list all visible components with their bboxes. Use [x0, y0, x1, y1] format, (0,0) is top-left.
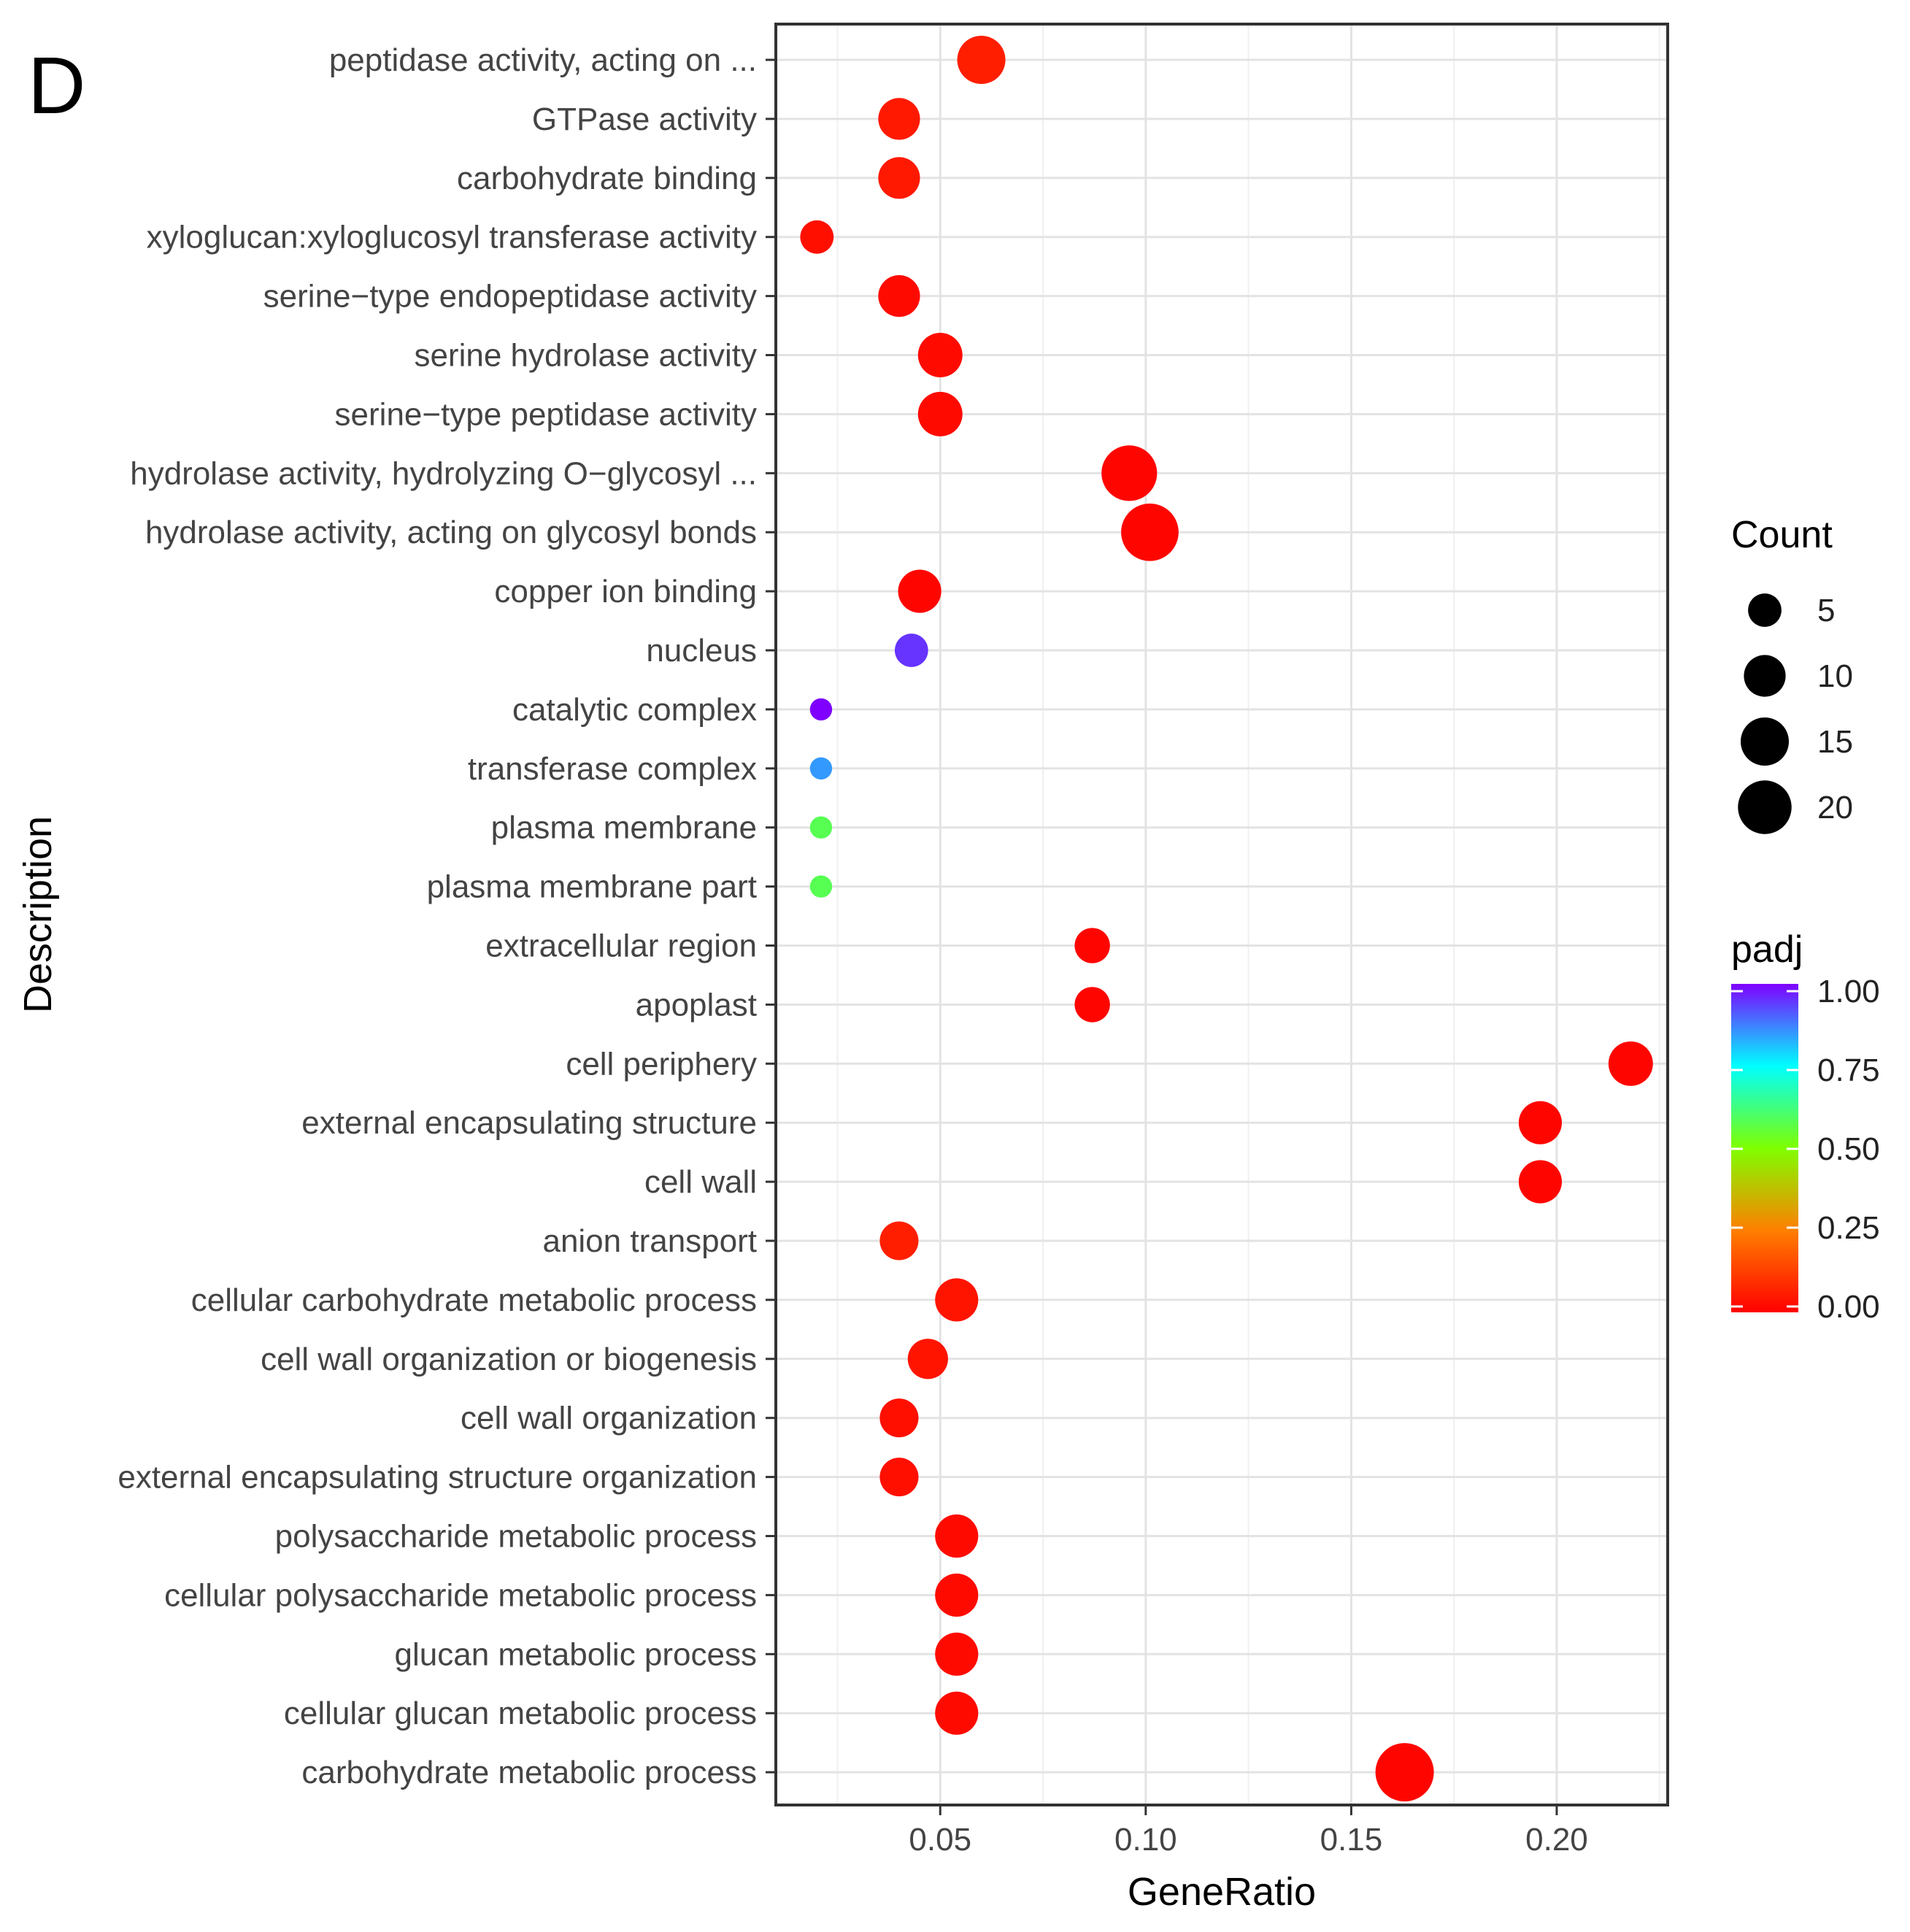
data-point: [878, 274, 920, 317]
y-tick-label: cellular carbohydrate metabolic process: [191, 1282, 757, 1318]
data-point: [800, 220, 834, 254]
y-tick-label: cellular glucan metabolic process: [284, 1696, 757, 1731]
x-tick-label: 0.05: [909, 1822, 971, 1858]
data-point: [917, 333, 963, 377]
y-tick-label: plasma membrane: [491, 810, 757, 846]
x-tick-marks: [939, 1805, 1558, 1815]
y-tick-labels: peptidase activity, acting on ... GTPase …: [118, 42, 757, 1790]
count-legend: Count 5 10 15 20: [1731, 514, 1853, 834]
data-point: [878, 157, 920, 199]
data-point: [1101, 445, 1158, 501]
data-point: [879, 1221, 919, 1261]
data-point: [917, 391, 963, 436]
padj-legend-label: 0.00: [1817, 1289, 1880, 1325]
data-point: [809, 698, 833, 721]
count-legend-label: 5: [1817, 593, 1835, 628]
y-tick-label: polysaccharide metabolic process: [275, 1519, 757, 1555]
y-tick-label: external encapsulating structure organiz…: [118, 1460, 757, 1496]
data-point: [879, 1458, 919, 1497]
grid-lines: [776, 24, 1668, 1805]
y-tick-label: plasma membrane part: [427, 869, 757, 905]
y-tick-label: xyloglucan:xyloglucosyl transferase acti…: [147, 220, 757, 255]
data-point: [809, 875, 833, 898]
data-points: [800, 35, 1653, 1802]
y-tick-label: serine−type endopeptidase activity: [263, 279, 757, 315]
y-tick-label: anion transport: [542, 1223, 757, 1259]
data-point: [809, 757, 833, 780]
padj-legend: padj 1.00 0.75 0.50 0.25 0.00: [1731, 928, 1880, 1325]
y-tick-label: serine−type peptidase activity: [335, 396, 757, 432]
y-tick-label: serine hydrolase activity: [414, 338, 757, 374]
y-tick-label: apoplast: [636, 987, 757, 1023]
y-tick-label: glucan metabolic process: [395, 1636, 757, 1672]
padj-legend-label: 0.25: [1817, 1210, 1880, 1246]
data-point: [1608, 1041, 1653, 1086]
data-point: [1074, 928, 1110, 963]
data-point: [935, 1691, 979, 1735]
data-point: [1518, 1160, 1562, 1204]
count-legend-key: [1738, 780, 1792, 834]
data-point: [809, 816, 833, 839]
count-legend-label: 10: [1817, 658, 1853, 694]
data-point: [1518, 1101, 1562, 1144]
data-point: [1074, 987, 1110, 1023]
count-legend-label: 20: [1817, 790, 1853, 825]
x-axis-title: GeneRatio: [1128, 1870, 1316, 1914]
x-tick-label: 0.10: [1114, 1822, 1177, 1858]
data-point: [957, 35, 1006, 85]
count-legend-key: [1740, 717, 1790, 766]
padj-legend-title: padj: [1731, 928, 1803, 971]
y-tick-label: extracellular region: [485, 928, 757, 964]
y-tick-label: GTPase activity: [532, 101, 757, 137]
y-tick-label: copper ion binding: [494, 574, 757, 609]
data-point: [935, 1573, 979, 1617]
x-tick-label: 0.20: [1525, 1822, 1588, 1858]
y-tick-marks: [766, 58, 776, 1774]
data-point: [879, 1398, 919, 1438]
y-tick-label: cell periphery: [566, 1046, 757, 1082]
y-tick-label: hydrolase activity, hydrolyzing O−glycos…: [130, 455, 757, 491]
data-point: [1121, 503, 1179, 561]
count-legend-key: [1748, 593, 1782, 627]
data-point: [894, 634, 928, 667]
y-axis-title: Description: [16, 816, 60, 1013]
padj-legend-label: 0.75: [1817, 1052, 1880, 1088]
data-point: [935, 1632, 979, 1676]
data-point: [1375, 1743, 1434, 1802]
x-tick-labels: 0.05 0.10 0.15 0.20: [909, 1822, 1587, 1858]
panel-letter: D: [28, 41, 85, 131]
x-tick-label: 0.15: [1320, 1822, 1383, 1858]
y-tick-label: nucleus: [646, 633, 757, 669]
y-tick-label: cellular polysaccharide metabolic proces…: [164, 1577, 757, 1613]
data-point: [898, 569, 941, 613]
data-point: [935, 1278, 979, 1322]
count-legend-title: Count: [1731, 514, 1833, 556]
data-point: [878, 98, 920, 140]
y-tick-label: external encapsulating structure: [301, 1105, 757, 1141]
y-tick-label: carbohydrate metabolic process: [301, 1755, 757, 1790]
y-tick-label: transferase complex: [468, 751, 757, 787]
count-legend-label: 15: [1817, 724, 1853, 760]
padj-legend-label: 1.00: [1817, 974, 1880, 1009]
y-tick-label: catalytic complex: [512, 692, 757, 728]
y-tick-label: hydrolase activity, acting on glycosyl b…: [145, 515, 757, 550]
data-point: [935, 1514, 979, 1558]
padj-legend-label: 0.50: [1817, 1131, 1880, 1167]
data-point: [907, 1339, 948, 1379]
y-tick-label: carbohydrate binding: [457, 161, 757, 196]
count-legend-key: [1744, 655, 1786, 697]
y-tick-label: peptidase activity, acting on ...: [329, 42, 757, 78]
y-tick-label: cell wall: [644, 1164, 757, 1200]
plot-panel-border: [774, 23, 1669, 1806]
y-tick-label: cell wall organization: [461, 1401, 757, 1436]
y-tick-label: cell wall organization or biogenesis: [261, 1342, 757, 1377]
